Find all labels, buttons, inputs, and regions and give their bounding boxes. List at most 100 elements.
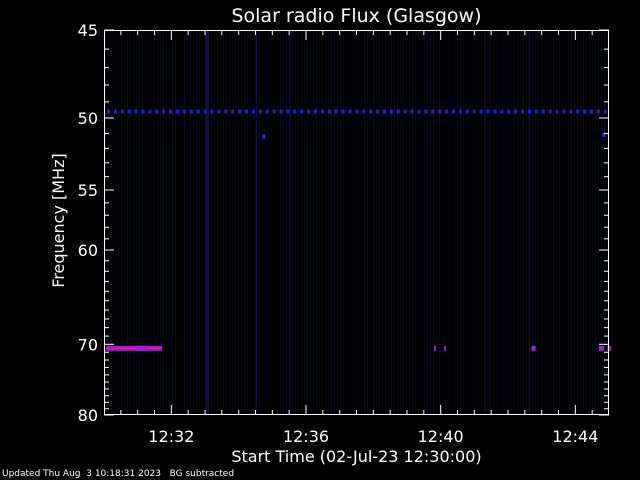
y-tick-label: 70 [78, 335, 98, 354]
noise-streak [469, 31, 470, 414]
noise-streak [487, 31, 488, 414]
noise-streak [388, 31, 389, 414]
band-spot-lower [531, 345, 536, 351]
noise-streak [319, 31, 320, 414]
noise-streak [394, 31, 395, 414]
noise-streak [478, 31, 479, 414]
noise-streak [277, 31, 278, 414]
noise-streak [289, 31, 290, 414]
noise-streak [328, 31, 329, 414]
band-dash-upper [507, 109, 511, 114]
band-dash-upper [127, 109, 131, 114]
noise-streak [136, 31, 137, 414]
noise-streak [199, 31, 200, 414]
chart-title: Solar radio Flux (Glasgow) [231, 5, 481, 27]
band-dash-upper [383, 109, 386, 114]
noise-streak [598, 31, 599, 414]
noise-streak [604, 31, 605, 414]
x-tick-label: 12:44 [552, 427, 598, 446]
band-dash-upper [514, 109, 518, 114]
noise-streak [400, 31, 401, 414]
band-dash-upper [548, 109, 552, 114]
noise-streak [124, 31, 125, 414]
noise-streak [577, 31, 578, 414]
bright-streak [528, 31, 531, 414]
noise-streak [526, 31, 527, 414]
noise-streak [427, 31, 428, 414]
band-dash-upper [410, 109, 414, 114]
noise-streak [358, 31, 359, 414]
y-tick-label: 60 [78, 241, 98, 260]
band-dash-upper [224, 109, 228, 114]
noise-streak [352, 31, 353, 414]
noise-streak [178, 31, 179, 414]
band-dash-upper [155, 109, 159, 114]
band-spot-lower [433, 345, 436, 351]
noise-streak [430, 31, 431, 414]
band-spot-lower [444, 345, 447, 351]
y-tick-label: 55 [78, 181, 98, 200]
band-dash-upper [231, 109, 235, 114]
noise-streak [214, 31, 215, 414]
noise-streak [499, 31, 500, 414]
noise-streak [250, 31, 251, 414]
noise-streak [382, 31, 383, 414]
band-dash-upper [389, 109, 393, 114]
noise-streak [355, 31, 356, 414]
noise-streak [559, 31, 560, 414]
plot-area [104, 30, 609, 415]
noise-streak [217, 31, 218, 414]
noise-streak [139, 31, 140, 414]
x-tick-label: 12:40 [418, 427, 464, 446]
noise-streak [466, 31, 467, 414]
bright-streak [205, 31, 207, 414]
band-dash-upper [424, 109, 428, 114]
noise-streak [415, 31, 416, 414]
noise-streak [322, 31, 323, 414]
noise-streak [514, 31, 515, 414]
noise-streak [457, 31, 458, 414]
band-segment-lower-core [106, 347, 162, 350]
band-spot-lower [607, 345, 612, 351]
noise-streak [271, 31, 272, 414]
noise-streak [304, 31, 305, 414]
band-dash-upper [569, 109, 573, 114]
noise-streak [532, 31, 533, 414]
noise-streak [169, 31, 170, 414]
band-dash-upper [403, 109, 407, 114]
band-dash-upper [182, 109, 186, 114]
noise-streak [337, 31, 338, 414]
noise-streak [520, 31, 521, 414]
band-dash-upper [293, 109, 297, 114]
band-dash-upper [534, 109, 538, 114]
noise-streak [232, 31, 233, 414]
band-dash-upper [541, 109, 545, 114]
noise-streak [259, 31, 260, 414]
noise-streak [484, 31, 485, 414]
noise-streak [193, 31, 194, 414]
noise-streak [226, 31, 227, 414]
noise-streak [247, 31, 248, 414]
noise-streak [334, 31, 335, 414]
band-dash-upper [376, 109, 380, 114]
noise-streak [148, 31, 149, 414]
band-dash-upper [334, 109, 338, 114]
band-dash-upper [169, 109, 173, 114]
noise-streak [550, 31, 551, 414]
noise-streak [565, 31, 566, 414]
noise-streak [283, 31, 284, 414]
noise-streak [412, 31, 413, 414]
band-dash-upper [286, 109, 290, 114]
noise-streak [406, 31, 407, 414]
noise-streak [493, 31, 494, 414]
noise-streak [130, 31, 131, 414]
band-dash-upper [431, 109, 435, 114]
noise-streak [313, 31, 314, 414]
noise-streak [238, 31, 239, 414]
x-axis-label: Start Time (02-Jul-23 12:30:00) [231, 447, 481, 466]
band-dash-upper [189, 109, 193, 114]
noise-streak [541, 31, 542, 414]
noise-streak [229, 31, 230, 414]
noise-streak [220, 31, 221, 414]
noise-streak [265, 31, 266, 414]
